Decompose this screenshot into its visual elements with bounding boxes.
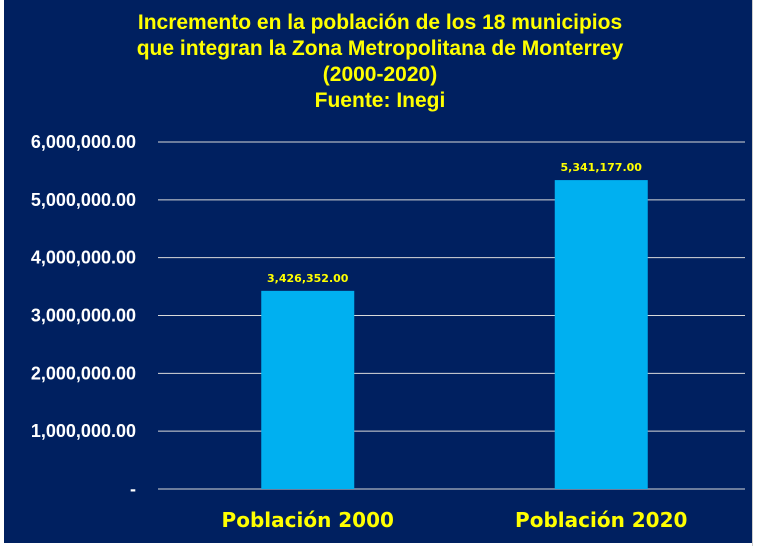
y-tick-label: - — [130, 479, 136, 499]
chart-title: Incremento en la población de los 18 mun… — [0, 10, 760, 114]
x-tick-label: Población 2000 — [222, 508, 394, 532]
y-tick-label: 1,000,000.00 — [31, 421, 136, 441]
sheet-edge — [752, 0, 760, 546]
data-label: 3,426,352.00 — [267, 272, 349, 285]
title-line: que integran la Zona Metropolitana de Mo… — [136, 37, 624, 60]
bar — [261, 290, 355, 489]
title-line: Incremento en la población de los 18 mun… — [137, 11, 623, 34]
x-tick-label: Población 2020 — [515, 508, 687, 532]
data-label: 5,341,177.00 — [561, 161, 643, 174]
y-tick-label: 3,000,000.00 — [31, 306, 136, 326]
title-line: (2000-2020) — [322, 63, 438, 86]
y-tick-label: 2,000,000.00 — [31, 363, 136, 383]
y-tick-label: 6,000,000.00 — [31, 132, 136, 152]
y-tick-label: 4,000,000.00 — [31, 248, 136, 268]
title-line: Fuente: Inegi — [314, 89, 446, 112]
bar — [554, 180, 648, 489]
y-tick-label: 5,000,000.00 — [31, 190, 136, 210]
